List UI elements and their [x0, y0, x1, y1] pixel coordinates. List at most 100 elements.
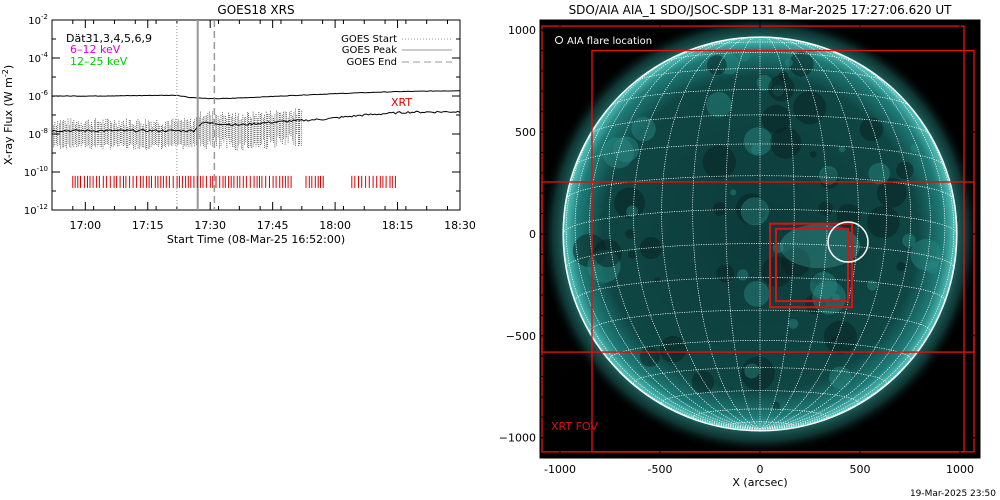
goes-x-axis-label: Start Time (08-Mar-25 16:52:00) — [167, 233, 345, 246]
aia-legend-text: AIA flare location — [567, 36, 652, 47]
latitude-line — [608, 340, 912, 360]
longitude-line — [589, 42, 761, 430]
disk-texture-blob — [735, 193, 767, 225]
disk-texture-blob — [810, 151, 817, 158]
disk-texture-blob — [925, 260, 939, 274]
disk-texture-blob — [809, 272, 838, 300]
latitude-line — [589, 309, 931, 332]
longitude-line — [759, 37, 887, 430]
disk-texture-blob — [829, 366, 852, 390]
aia-panel: SDO/AIA AIA_1 SDO/JSOC-SDP 131 8-Mar-202… — [499, 3, 981, 489]
disk-texture-blob — [867, 280, 878, 291]
goes-short-channel-noise — [52, 108, 302, 151]
disk-texture-blob — [788, 318, 799, 329]
disk-texture-blob — [896, 161, 914, 179]
goes-y-tick-label: 10-8 — [28, 127, 48, 141]
disk-texture-blob — [730, 189, 737, 196]
aia-x-tick-label: -1000 — [544, 463, 576, 476]
longitude-line — [759, 49, 946, 430]
goes-plot-area — [52, 20, 460, 210]
disk-texture-blob — [691, 370, 715, 394]
disk-texture-blob — [761, 104, 791, 134]
disk-texture-blob — [737, 269, 749, 281]
disk-texture-blob — [823, 320, 858, 354]
disk-texture-blob — [805, 293, 826, 315]
aia-y-tick-label: −500 — [506, 330, 536, 343]
goes-x-tick-label: 18:30 — [444, 219, 476, 232]
disk-texture-blob — [793, 91, 827, 125]
longitude-line — [759, 39, 912, 430]
goes-y-tick-label: 10-2 — [28, 13, 48, 27]
disk-texture-blob — [743, 127, 773, 156]
goes-x-tick-label: 18:15 — [382, 219, 414, 232]
latitude-line — [575, 143, 945, 166]
disk-texture-blob — [707, 55, 727, 75]
latitude-line — [633, 367, 887, 384]
latitude-line — [565, 175, 955, 200]
longitude-line — [692, 36, 761, 430]
heliographic-grid — [562, 36, 958, 430]
goes-short-channel-line — [52, 110, 460, 133]
disk-texture-blob — [625, 229, 635, 239]
longitude-line — [661, 37, 761, 430]
disk-texture-blob — [896, 261, 906, 272]
disk-texture-blob — [838, 145, 846, 153]
disk-texture-blob — [768, 75, 795, 102]
aia-x-tick-label: 0 — [757, 463, 764, 476]
disk-texture-blob — [702, 145, 736, 179]
disk-texture-blob — [910, 238, 942, 271]
goes-y-tick-label: 10-12 — [24, 203, 48, 217]
disk-texture-blob — [819, 166, 838, 185]
flare-location-circle — [827, 221, 869, 263]
disk-texture-blob — [789, 51, 814, 77]
goes-ylabel-close: ) — [2, 65, 15, 69]
goes-x-tick-label: 17:00 — [69, 219, 101, 232]
aia-y-tick-label: 500 — [515, 126, 536, 139]
longitude-line — [633, 37, 761, 430]
disk-texture-blob — [778, 71, 789, 81]
xrt-coverage-marks — [72, 175, 396, 188]
disk-texture-blob — [626, 205, 638, 218]
active-region-glow — [780, 224, 860, 269]
longitude-line — [725, 36, 761, 430]
longitude-line — [565, 77, 761, 430]
aia-disk-texture — [572, 49, 942, 410]
disk-texture-blob — [659, 335, 687, 363]
xrt-label: XRT — [391, 96, 412, 109]
latitude-line — [562, 208, 958, 234]
disk-texture-blob — [713, 202, 727, 216]
disk-texture-blob — [593, 239, 622, 268]
xrt-coverage-segment — [72, 175, 292, 188]
aia-y-tick-label: 0 — [529, 228, 536, 241]
aia-axes: -1000 -500 0 500 1000 1000 500 0 −500 −1000 — [499, 20, 981, 476]
xrt-fov-label: XRT FOV — [551, 420, 598, 433]
goes-ylabel-exp: -2 — [1, 69, 10, 77]
longitude-line — [608, 39, 761, 430]
goes-legend-left: Dät31,3,4,5,6,9 6–12 keV 12–25 keV — [66, 32, 152, 68]
longitude-line — [759, 37, 859, 430]
latitude-line — [664, 52, 856, 63]
legend-goes-start: GOES Start — [341, 34, 397, 45]
disk-texture-blob — [811, 274, 821, 284]
goes-x-tick-label: 17:45 — [257, 219, 289, 232]
goes-xrs-panel: GOES18 XRS 10-2 10-4 10-6 10-8 10-10 10-12 17… — [1, 3, 476, 246]
goes-y-tick-label: 10-6 — [28, 89, 48, 103]
xrt-coverage-segment — [351, 175, 396, 188]
disk-texture-blob — [614, 187, 646, 219]
disk-texture-blob — [639, 346, 660, 367]
disk-texture-blob — [876, 178, 907, 208]
disk-texture-blob — [741, 356, 775, 391]
legend-goes-end: GOES End — [347, 57, 397, 68]
disk-texture-blob — [654, 277, 661, 284]
disk-texture-blob — [770, 127, 802, 159]
aia-chart-title: SDO/AIA AIA_1 SDO/JSOC-SDP 131 8-Mar-202… — [569, 3, 953, 17]
longitude-line — [759, 42, 931, 430]
disk-texture-blob — [819, 169, 840, 189]
disk-texture-blob — [772, 401, 780, 410]
disk-texture-blob — [628, 250, 637, 259]
solar-limb — [562, 36, 958, 432]
disk-texture-blob — [751, 144, 762, 155]
disk-texture-blob — [744, 363, 760, 379]
disk-texture-blob — [613, 136, 639, 163]
xrt-fov-box — [775, 227, 849, 303]
